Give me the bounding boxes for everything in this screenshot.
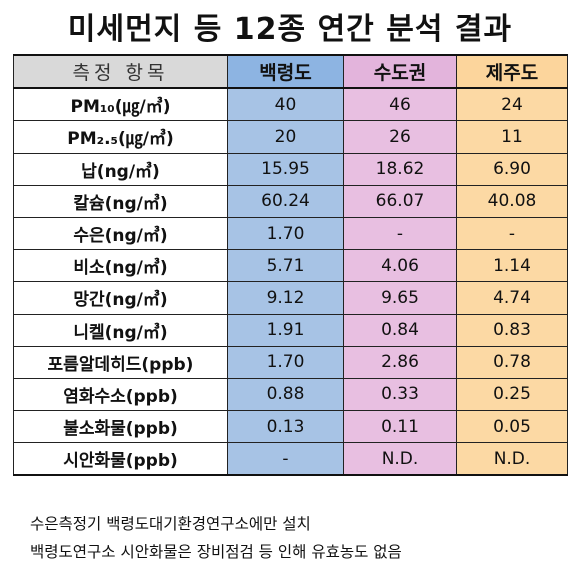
cell-seoul-metro: 4.06 [343,249,457,283]
cell-baengnyeong: 40 [227,87,344,122]
row-item: 불소화물(ppb) [13,410,228,444]
cell-jeju: 11 [456,120,568,154]
cell-seoul-metro: 0.33 [343,377,457,412]
cell-baengnyeong: 1.70 [227,345,344,379]
header-item: 측정 항목 [13,53,228,90]
table-row: 포름알데히드(ppb) 1.70 2.86 0.78 [13,345,568,379]
header-seoul-metro: 수도권 [343,53,457,90]
cell-jeju: N.D. [456,442,568,477]
row-item: 납(ng/㎥) [13,152,228,186]
cell-jeju: 40.08 [456,184,568,218]
table-row: 납(ng/㎥) 15.95 18.62 6.90 [13,152,568,186]
cell-seoul-metro: 18.62 [343,152,457,186]
cell-jeju: 0.83 [456,313,568,347]
table-row: 시안화물(ppb) - N.D. N.D. [13,442,568,477]
header-jeju: 제주도 [456,53,568,90]
row-item: 염화수소(ppb) [13,377,228,412]
analysis-table: 측정 항목 백령도 수도권 제주도 PM₁₀(㎍/㎥) 40 46 24 PM₂… [13,53,568,477]
table-row: 불소화물(ppb) 0.13 0.11 0.05 [13,410,568,444]
row-item: 수은(ng/㎥) [13,216,228,251]
cell-seoul-metro: 9.65 [343,281,457,315]
cell-baengnyeong: 0.88 [227,377,344,412]
page-title: 미세먼지 등 12종 연간 분석 결과 [67,12,513,47]
cell-baengnyeong: 15.95 [227,152,344,186]
footnotes: 수은측정기 백령도대기환경연구소에만 설치 백령도연구소 시안화물은 장비점검 … [30,510,402,566]
header-baengnyeong: 백령도 [227,53,344,90]
row-item: 칼슘(ng/㎥) [13,184,228,218]
table-row: 망간(ng/㎥) 9.12 9.65 4.74 [13,281,568,315]
row-item: 포름알데히드(ppb) [13,345,228,379]
cell-baengnyeong: 9.12 [227,281,344,315]
cell-baengnyeong: 20 [227,120,344,154]
row-item: 시안화물(ppb) [13,442,228,477]
row-item: PM₁₀(㎍/㎥) [13,87,228,122]
footnote-mercury: 수은측정기 백령도대기환경연구소에만 설치 [30,515,311,533]
cell-baengnyeong: 5.71 [227,249,344,283]
cell-baengnyeong: - [227,442,344,477]
row-item: PM₂.₅(㎍/㎥) [13,120,228,154]
cell-jeju: 0.25 [456,377,568,412]
cell-seoul-metro: 66.07 [343,184,457,218]
cell-seoul-metro: 0.84 [343,313,457,347]
cell-jeju: 6.90 [456,152,568,186]
cell-jeju: 1.14 [456,249,568,283]
cell-jeju: 24 [456,87,568,122]
header-row: 측정 항목 백령도 수도권 제주도 [13,53,568,90]
cell-baengnyeong: 1.91 [227,313,344,347]
table-row: 비소(ng/㎥) 5.71 4.06 1.14 [13,249,568,283]
cell-seoul-metro: 26 [343,120,457,154]
cell-baengnyeong: 0.13 [227,410,344,444]
table-row: 수은(ng/㎥) 1.70 - - [13,216,568,251]
cell-jeju: 0.05 [456,410,568,444]
table-row: 염화수소(ppb) 0.88 0.33 0.25 [13,377,568,412]
row-item: 니켈(ng/㎥) [13,313,228,347]
table-row: 칼슘(ng/㎥) 60.24 66.07 40.08 [13,184,568,218]
cell-jeju: 4.74 [456,281,568,315]
row-item: 비소(ng/㎥) [13,249,228,283]
footnote-cyanide: 백령도연구소 시안화물은 장비점검 등 인해 유효농도 없음 [30,543,402,561]
cell-jeju: - [456,216,568,251]
table-row: PM₂.₅(㎍/㎥) 20 26 11 [13,120,568,154]
table-row: 니켈(ng/㎥) 1.91 0.84 0.83 [13,313,568,347]
table-row: PM₁₀(㎍/㎥) 40 46 24 [13,87,568,122]
cell-seoul-metro: 46 [343,87,457,122]
cell-seoul-metro: 2.86 [343,345,457,379]
cell-baengnyeong: 1.70 [227,216,344,251]
cell-seoul-metro: - [343,216,457,251]
row-item: 망간(ng/㎥) [13,281,228,315]
cell-seoul-metro: 0.11 [343,410,457,444]
cell-jeju: 0.78 [456,345,568,379]
cell-seoul-metro: N.D. [343,442,457,477]
cell-baengnyeong: 60.24 [227,184,344,218]
